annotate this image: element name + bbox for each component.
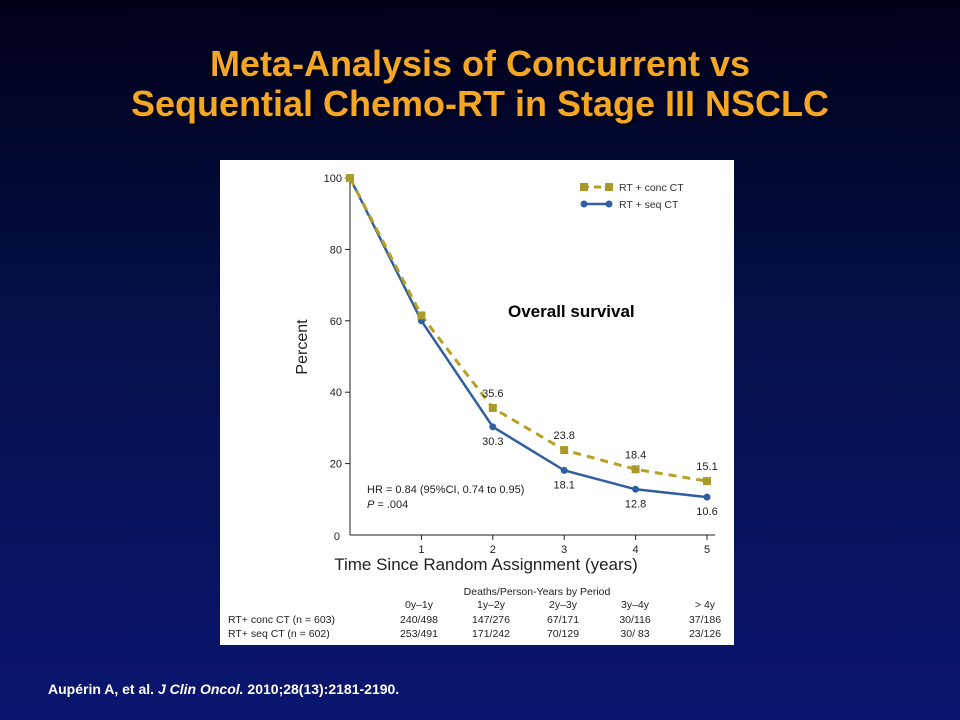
risk-table-cell: 147/276 — [472, 614, 510, 626]
slide-title: Meta-Analysis of Concurrent vs Sequentia… — [0, 44, 960, 124]
data-point-conc — [631, 465, 640, 474]
x-tick-label: 4 — [633, 544, 639, 556]
risk-table-cell: 30/116 — [619, 614, 650, 626]
data-label-seq: 10.6 — [696, 506, 717, 518]
data-point-conc — [346, 174, 354, 182]
data-label-seq: 30.3 — [482, 436, 503, 448]
p-value: = .004 — [374, 499, 408, 511]
citation: Aupérin A, et al. J Clin Oncol. 2010;28(… — [48, 681, 399, 697]
data-labels: 35.6 23.8 18.4 15.1 30.3 18.1 12.8 10.6 — [482, 388, 718, 518]
series-line-conc — [348, 177, 708, 483]
data-label-conc: 35.6 — [482, 388, 503, 400]
risk-table-cell: 171/242 — [472, 628, 510, 640]
x-tick-label: 3 — [561, 544, 567, 556]
overall-survival-annotation: Overall survival — [508, 302, 635, 321]
data-point-conc — [703, 477, 711, 486]
x-tick-label: 1 — [418, 544, 424, 556]
data-point-seq — [489, 423, 497, 431]
risk-table-header: 0y–1y — [405, 599, 434, 611]
data-point-seq — [632, 485, 640, 493]
y-tick-label: 40 — [330, 387, 342, 399]
citation-authors: Aupérin A, et al. — [48, 681, 155, 697]
risk-table-row-label: RT+ conc CT (n = 603) — [228, 614, 335, 626]
data-point-seq — [703, 493, 711, 501]
data-label-conc: 23.8 — [553, 430, 574, 442]
survival-chart: 100 80 60 40 20 0 1 2 3 4 5 35.6 23.8 18.4 15.1 30.3 18… — [228, 173, 721, 640]
y-tick-label: 20 — [330, 459, 342, 471]
data-label-conc: 18.4 — [625, 449, 646, 461]
series-layer — [346, 174, 711, 501]
data-point-seq — [560, 466, 568, 474]
x-tick-label: 2 — [490, 544, 496, 556]
risk-table-header: 1y–2y — [477, 599, 506, 611]
p-value-text: P = .004 — [367, 499, 408, 511]
x-tick-label: 5 — [704, 544, 710, 556]
survival-figure: 100 80 60 40 20 0 1 2 3 4 5 35.6 23.8 18.4 15.1 30.3 18… — [220, 160, 734, 645]
y-tick-label: 100 — [324, 173, 342, 185]
risk-table-header: 3y–4y — [621, 599, 650, 611]
legend-marker-conc-end — [605, 183, 613, 191]
risk-table-header: 2y–3y — [549, 599, 578, 611]
risk-table-row-label: RT+ seq CT (n = 602) — [228, 628, 330, 640]
series-line-seq — [348, 177, 708, 499]
x-axis-label: Time Since Random Assignment (years) — [334, 555, 638, 574]
risk-table-cell: 253/491 — [400, 628, 438, 640]
data-point-conc — [417, 311, 426, 320]
citation-journal: J Clin Oncol. — [157, 681, 244, 697]
slide-title-line-2: Sequential Chemo-RT in Stage III NSCLC — [130, 83, 830, 124]
citation-details: 2010;28(13):2181-2190. — [247, 681, 400, 697]
risk-table-cell: 37/186 — [689, 614, 721, 626]
y-axis-label: Percent — [294, 319, 311, 375]
legend-marker-conc — [580, 183, 588, 191]
data-label-seq: 12.8 — [625, 498, 646, 510]
data-label-conc: 15.1 — [696, 461, 717, 473]
risk-table-title: Deaths/Person-Years by Period — [464, 586, 611, 598]
legend: RT + conc CT RT + seq CT — [580, 182, 684, 211]
hazard-ratio-text: HR = 0.84 (95%CI, 0.74 to 0.95) — [367, 484, 524, 496]
legend-marker-seq — [580, 200, 588, 208]
data-label-seq: 18.1 — [553, 479, 574, 491]
p-symbol: P — [367, 499, 375, 511]
legend-label-conc: RT + conc CT — [619, 182, 684, 194]
risk-table-cell: 67/171 — [547, 614, 579, 626]
risk-table-cell: 30/ 83 — [620, 628, 649, 640]
risk-table-cell: 23/126 — [689, 628, 721, 640]
risk-table-header: > 4y — [695, 599, 716, 611]
y-tick-label: 0 — [334, 531, 340, 543]
data-point-conc — [488, 403, 497, 412]
slide-title-line-1: Meta-Analysis of Concurrent vs — [209, 43, 751, 84]
risk-table-cell: 240/498 — [400, 614, 438, 626]
y-tick-label: 80 — [330, 244, 342, 256]
risk-table-cell: 70/129 — [547, 628, 579, 640]
risk-table: Deaths/Person-Years by Period 0y–1y 1y–2… — [228, 586, 721, 640]
legend-marker-seq-end — [605, 200, 613, 208]
legend-label-seq: RT + seq CT — [619, 199, 679, 211]
data-point-conc — [560, 446, 569, 455]
y-tick-label: 60 — [330, 316, 342, 328]
axes: 100 80 60 40 20 0 1 2 3 4 5 — [324, 173, 715, 556]
